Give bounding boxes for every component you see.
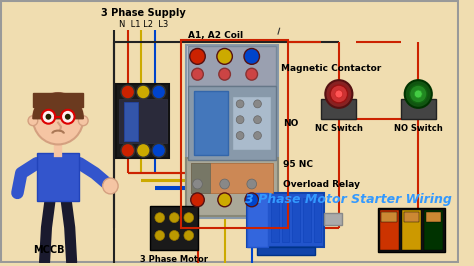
Circle shape — [335, 90, 343, 98]
Bar — [247, 193, 268, 247]
Bar — [124, 102, 138, 142]
Circle shape — [254, 100, 261, 108]
Circle shape — [46, 114, 51, 120]
Bar — [292, 198, 300, 242]
Bar — [382, 212, 397, 222]
Circle shape — [121, 85, 135, 99]
Bar — [186, 158, 278, 216]
Bar — [401, 99, 436, 119]
Bar — [303, 198, 311, 242]
Circle shape — [410, 85, 427, 103]
Bar — [380, 210, 399, 250]
Circle shape — [236, 100, 244, 108]
Wedge shape — [33, 93, 83, 119]
Bar — [150, 206, 199, 250]
Bar — [33, 93, 83, 107]
Circle shape — [190, 48, 205, 64]
Bar — [194, 91, 228, 155]
Bar — [404, 212, 419, 222]
Circle shape — [246, 68, 257, 80]
Bar — [247, 193, 324, 247]
Circle shape — [254, 132, 261, 139]
Circle shape — [169, 231, 179, 240]
Circle shape — [245, 193, 258, 207]
Circle shape — [103, 178, 118, 194]
Text: NC Switch: NC Switch — [315, 124, 363, 133]
Text: 3 Phase Motor Starter Wiring: 3 Phase Motor Starter Wiring — [245, 193, 452, 206]
Circle shape — [414, 90, 422, 98]
Bar — [402, 210, 421, 250]
Circle shape — [78, 116, 88, 126]
Text: NO: NO — [283, 119, 298, 128]
Bar — [324, 213, 342, 225]
Bar — [191, 163, 210, 193]
Circle shape — [28, 116, 38, 126]
Circle shape — [219, 68, 230, 80]
Circle shape — [155, 213, 164, 223]
Bar — [426, 212, 441, 222]
Bar — [116, 84, 169, 158]
Circle shape — [137, 143, 150, 157]
Circle shape — [218, 193, 231, 207]
Circle shape — [244, 48, 259, 64]
Circle shape — [254, 116, 261, 124]
Bar — [188, 47, 276, 86]
Bar — [378, 208, 446, 252]
Circle shape — [184, 213, 194, 223]
Circle shape — [236, 116, 244, 124]
Circle shape — [155, 231, 164, 240]
Bar — [282, 198, 290, 242]
Circle shape — [152, 143, 165, 157]
Bar — [271, 198, 279, 242]
Bar — [314, 198, 321, 242]
Circle shape — [42, 110, 55, 124]
Bar — [321, 99, 356, 119]
Text: MCCB: MCCB — [33, 245, 64, 255]
Bar — [232, 96, 271, 150]
Circle shape — [217, 48, 232, 64]
Text: NO Switch: NO Switch — [394, 124, 443, 133]
Circle shape — [247, 179, 256, 189]
Circle shape — [220, 179, 229, 189]
Bar — [191, 163, 273, 193]
Circle shape — [405, 80, 432, 108]
Text: N  L1 L2  L3: N L1 L2 L3 — [118, 20, 168, 29]
Bar — [256, 247, 315, 255]
Circle shape — [191, 68, 203, 80]
Circle shape — [61, 110, 74, 124]
Circle shape — [236, 132, 244, 139]
Bar — [188, 86, 276, 160]
Circle shape — [121, 143, 135, 157]
Circle shape — [184, 231, 194, 240]
Bar — [424, 210, 443, 250]
Circle shape — [33, 93, 83, 144]
Circle shape — [191, 193, 204, 207]
Text: Magnetic Contactor: Magnetic Contactor — [281, 64, 381, 73]
Circle shape — [137, 85, 150, 99]
Bar — [181, 40, 288, 227]
Text: Overload Relay: Overload Relay — [283, 180, 360, 189]
Circle shape — [192, 179, 202, 189]
Circle shape — [152, 85, 165, 99]
Circle shape — [169, 213, 179, 223]
Bar — [186, 44, 278, 218]
Bar — [37, 153, 79, 201]
Text: 3 Phase Motor: 3 Phase Motor — [140, 255, 208, 264]
Circle shape — [65, 114, 71, 120]
Circle shape — [325, 80, 352, 108]
Text: A1, A2 Coil: A1, A2 Coil — [188, 31, 243, 40]
Bar — [119, 99, 166, 143]
Text: 3 Phase Supply: 3 Phase Supply — [101, 8, 186, 18]
Text: 95 NC: 95 NC — [283, 160, 313, 169]
Circle shape — [330, 85, 347, 103]
